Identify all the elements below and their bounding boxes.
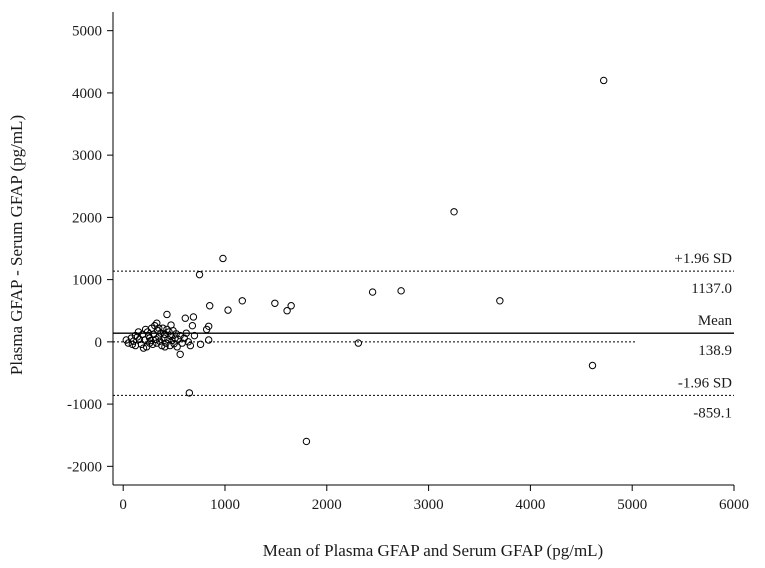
- y-tick-label: 2000: [72, 210, 102, 226]
- y-tick-label: 1000: [72, 273, 102, 289]
- y-tick-label: 3000: [72, 148, 102, 164]
- lower-loa-label: -1.96 SD: [678, 375, 732, 391]
- data-point: [182, 329, 190, 337]
- data-point: [271, 299, 279, 307]
- data-point: [180, 334, 188, 342]
- data-point: [185, 389, 194, 397]
- reference-lines: +1.96 SD 1137.0 Mean 138.9 -1.96 SD -859.1: [113, 251, 734, 421]
- data-point: [195, 270, 204, 279]
- data-point: [283, 307, 291, 315]
- x-tick-label: 6000: [719, 497, 749, 513]
- data-point: [189, 313, 198, 321]
- data-point: [153, 319, 161, 327]
- y-tick-label: 4000: [72, 86, 102, 102]
- data-point: [202, 325, 211, 334]
- x-axis-title: Mean of Plasma GFAP and Serum GFAP (pg/m…: [263, 541, 603, 560]
- x-tick-label: 2000: [312, 497, 342, 513]
- data-point: [188, 321, 197, 330]
- x-tick-label: 3000: [414, 497, 444, 513]
- lower-loa-value: -859.1: [693, 405, 732, 421]
- mean-label: Mean: [698, 313, 733, 329]
- data-point: [165, 328, 173, 336]
- data-point: [163, 310, 171, 319]
- data-point: [161, 343, 169, 351]
- data-point: [139, 344, 148, 352]
- data-point: [162, 339, 170, 347]
- data-point: [166, 341, 174, 350]
- y-tick-label: 0: [95, 335, 103, 351]
- y-tick-label: 5000: [72, 24, 102, 40]
- data-point: [173, 343, 181, 351]
- data-point: [176, 331, 184, 340]
- y-axis-title: Plasma GFAP - Serum GFAP (pg/mL): [7, 115, 26, 375]
- data-point: [496, 297, 504, 305]
- data-point: [176, 350, 184, 359]
- data-point: [128, 340, 137, 349]
- data-point: [599, 76, 608, 85]
- data-point: [160, 334, 168, 342]
- data-point: [184, 338, 193, 346]
- data-point: [302, 437, 311, 446]
- data-point: [155, 324, 163, 332]
- data-point: [224, 306, 232, 314]
- data-point: [186, 341, 195, 350]
- y-tick-label: -2000: [67, 459, 102, 475]
- data-point: [131, 331, 140, 340]
- data-point: [219, 254, 227, 263]
- data-point: [144, 331, 153, 340]
- data-point: [204, 336, 213, 344]
- data-point: [141, 325, 150, 334]
- data-point: [450, 208, 458, 216]
- x-tick-label: 5000: [617, 497, 647, 513]
- x-axis-ticks: 0 1000 2000 3000 4000 5000 6000: [119, 485, 749, 513]
- y-axis-ticks: -2000 -1000 0 1000 2000 3000 4000 5000: [67, 24, 113, 475]
- data-point: [145, 339, 154, 347]
- x-tick-label: 1000: [210, 497, 240, 513]
- mean-value: 138.9: [698, 343, 732, 359]
- x-tick-label: 4000: [515, 497, 545, 513]
- y-tick-label: -1000: [67, 397, 102, 413]
- data-point: [354, 339, 363, 347]
- data-point: [287, 302, 295, 310]
- data-point: [190, 331, 199, 340]
- data-point: [196, 340, 205, 349]
- axes: [112, 12, 734, 486]
- data-point: [588, 361, 597, 370]
- data-point: [238, 297, 246, 305]
- data-point: [167, 321, 175, 329]
- data-point: [181, 314, 189, 322]
- data-point: [368, 288, 377, 296]
- data-points: [122, 76, 608, 446]
- data-point: [206, 302, 214, 310]
- upper-loa-value: 1137.0: [691, 281, 732, 297]
- data-point: [155, 333, 163, 341]
- upper-loa-label: +1.96 SD: [674, 251, 732, 267]
- x-tick-label: 0: [119, 497, 127, 513]
- data-point: [397, 287, 405, 295]
